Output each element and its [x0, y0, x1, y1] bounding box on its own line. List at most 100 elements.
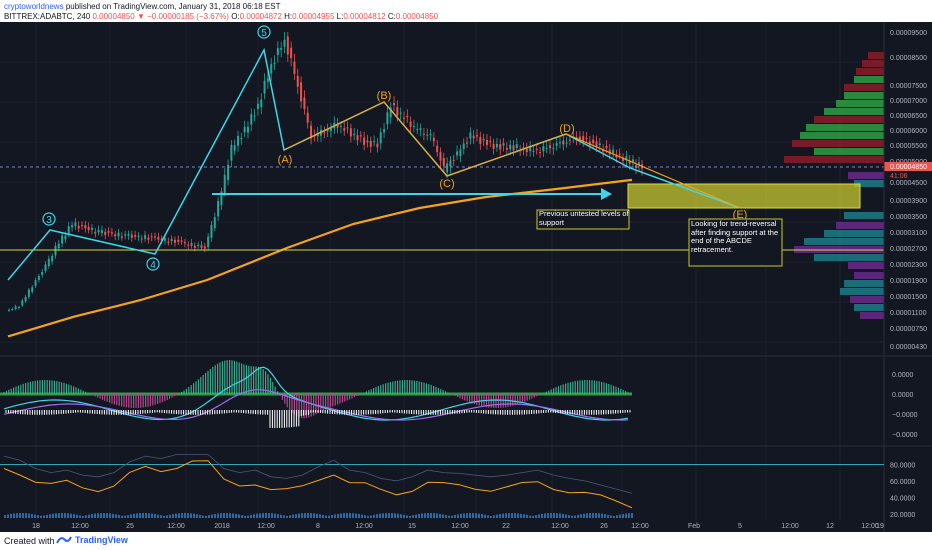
candle-body — [227, 164, 230, 181]
volume-bar — [100, 513, 102, 518]
candle-body — [369, 140, 372, 147]
candle-body — [67, 226, 70, 234]
candle-body — [632, 159, 634, 163]
drawings[interactable]: 3 4 5 (A) (B) (C) (D) (E) Previous untes… — [0, 25, 884, 281]
volume-bar — [451, 515, 453, 518]
time-tick: 22 — [502, 523, 510, 530]
candle-body — [542, 146, 545, 152]
annotation-reversal-box[interactable] — [688, 218, 783, 267]
volume-bar — [364, 515, 366, 518]
volume-bar — [220, 513, 222, 518]
candle-body — [356, 135, 359, 141]
chart-area[interactable]: 0.00009500 0.00008500 0.00007500 0.00007000… — [0, 22, 932, 532]
volume-bar — [190, 513, 192, 518]
volume-bar — [127, 514, 129, 518]
rsi-secondary-line — [3, 454, 633, 494]
volume-bar — [112, 513, 114, 518]
volume-bar — [580, 514, 582, 518]
candle-body — [532, 150, 535, 152]
candle-body — [492, 143, 495, 149]
candle-body — [605, 145, 608, 149]
volume-bar — [142, 513, 144, 518]
time-tick: 12:00 — [631, 523, 649, 530]
candle-body — [409, 121, 412, 127]
candle-body — [366, 140, 369, 143]
candle-body — [94, 231, 97, 234]
volume-bar — [91, 514, 93, 518]
candle-body — [24, 296, 27, 302]
time-tick: 8 — [316, 523, 320, 530]
price-tick: 0.00003100 — [890, 230, 927, 237]
chart-svg[interactable]: 0.00009500 0.00008500 0.00007500 0.00007000… — [0, 22, 932, 532]
abcde-line[interactable] — [283, 101, 741, 209]
volume-bar — [247, 515, 249, 518]
volume-bar — [214, 513, 216, 518]
annotation-support-text: Previous untested levels of support — [539, 210, 629, 227]
volume-bar — [58, 513, 60, 518]
footer: Created with TradingView — [0, 532, 932, 550]
candle-body — [363, 137, 366, 145]
volume-profile-bar — [814, 116, 884, 123]
last-price-badge — [884, 162, 932, 171]
volume-bar — [22, 513, 24, 518]
volume-bar — [109, 513, 111, 518]
candle-body — [160, 238, 163, 241]
candle-body — [499, 144, 502, 150]
volume-bar — [265, 513, 267, 518]
macd-axis: 0.0000 0.0000 −0.0000 −0.0000 — [892, 372, 918, 439]
annotation-support: Previous untested levels of support — [539, 210, 629, 227]
volume-bar — [133, 513, 135, 518]
candle-body — [432, 137, 435, 142]
volume-bar — [238, 514, 240, 518]
price-labels: 0.00004850 41:06 — [884, 162, 932, 180]
candle-body — [230, 144, 233, 161]
volume-bar — [16, 513, 18, 518]
candle-body — [512, 145, 515, 151]
volume-bar — [532, 515, 534, 518]
volume-profile-bar — [848, 262, 884, 269]
price-change: ▼ −0.00000185 (−3.67%) — [136, 12, 229, 21]
candle-body — [422, 133, 425, 135]
volume-bar — [439, 513, 441, 518]
volume-bar — [271, 513, 273, 518]
candle-body — [558, 142, 561, 144]
time-tick: 12:00 — [167, 523, 185, 530]
annotation-support-box[interactable] — [536, 209, 630, 230]
candle-body — [34, 280, 37, 286]
candle-body — [628, 160, 631, 164]
grid — [0, 22, 884, 520]
tradingview-logo[interactable]: TradingView — [56, 534, 128, 546]
volume-bar — [136, 513, 138, 518]
candle-body — [426, 134, 429, 136]
volume-bar — [577, 514, 579, 518]
support-zone[interactable] — [627, 183, 861, 209]
volume-bar — [85, 515, 87, 518]
volume-profile-bar — [824, 230, 884, 237]
candle-body — [283, 39, 286, 47]
candle-body — [452, 159, 455, 161]
time-tick: 19 — [876, 523, 884, 530]
volume-bar — [37, 515, 39, 518]
volume-bar — [157, 514, 159, 518]
wave-line[interactable] — [7, 47, 741, 281]
candle-body — [237, 135, 240, 146]
candle-body — [326, 129, 329, 132]
candle-body — [585, 137, 588, 139]
last-price-badge-text: 0.00004850 — [890, 164, 927, 171]
volume-bar — [595, 513, 597, 518]
candle-body — [104, 231, 107, 235]
volume-bar — [547, 513, 549, 518]
candle-body — [190, 242, 193, 246]
time-tick: 12:00 — [257, 523, 275, 530]
volume-bar — [301, 513, 303, 518]
price-tick: 0.00002300 — [890, 262, 927, 269]
candle-body — [120, 236, 123, 238]
macd-tick: 0.0000 — [892, 392, 914, 399]
author-link[interactable]: cryptoworldnews — [4, 2, 64, 11]
volume-bar — [274, 513, 276, 518]
candle-body — [187, 244, 190, 246]
publish-info: published on TradingView.com, January 31… — [65, 2, 281, 11]
volume-bar — [619, 514, 621, 518]
price-tick: 0.00009500 — [890, 30, 927, 37]
volume-bar — [10, 513, 12, 518]
